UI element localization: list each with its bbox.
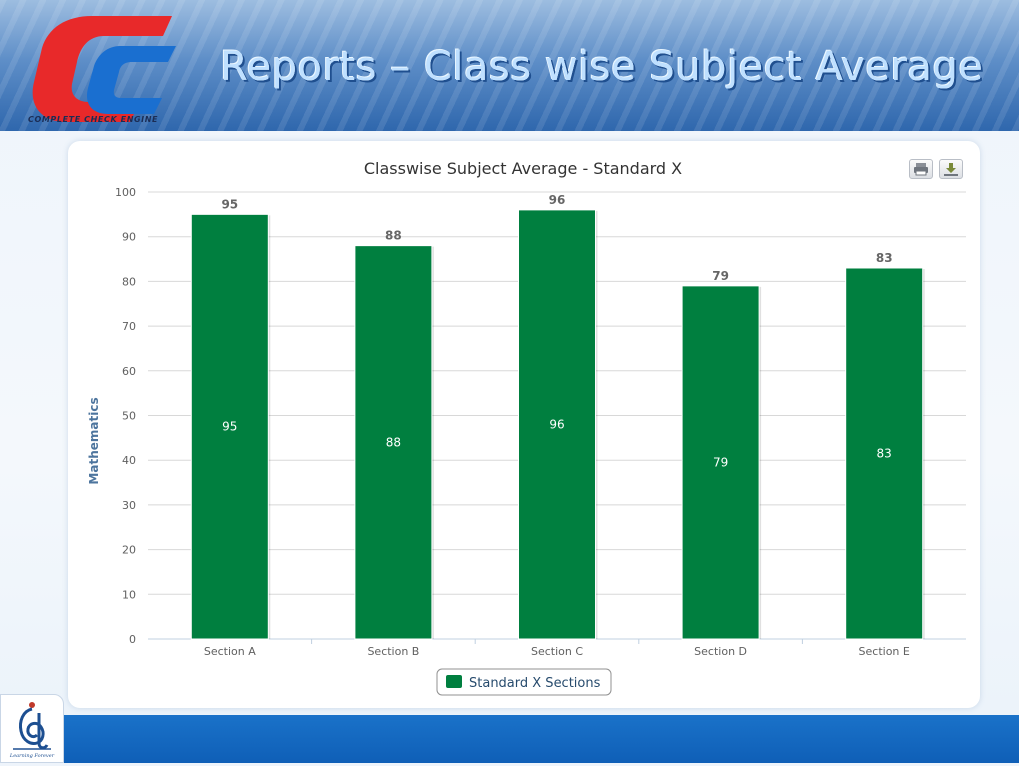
bar-value-label-inside: 88 xyxy=(386,435,401,449)
chart-container: Classwise Subject Average - Standard X M… xyxy=(68,141,980,708)
bar[interactable] xyxy=(681,285,760,640)
bar[interactable] xyxy=(190,213,269,640)
y-tick-label: 60 xyxy=(122,365,136,378)
x-tick-label: Section D xyxy=(694,645,747,658)
y-axis-title: Mathematics xyxy=(87,397,101,484)
y-tick-label: 0 xyxy=(129,633,136,646)
bar-value-label-inside: 95 xyxy=(222,420,237,434)
bar-value-label-top: 95 xyxy=(221,197,238,211)
x-tick-label: Section A xyxy=(204,645,256,658)
x-tick-label: Section C xyxy=(531,645,583,658)
x-tick-label: Section B xyxy=(367,645,419,658)
y-tick-label: 90 xyxy=(122,231,136,244)
bar[interactable] xyxy=(845,267,924,640)
header-banner: COMPLETE CHECK ENGINE Reports – Class wi… xyxy=(0,0,1019,131)
y-tick-label: 10 xyxy=(122,588,136,601)
bar-value-label-top: 83 xyxy=(876,251,893,265)
slide-title: Reports – Class wise Subject Average xyxy=(220,44,984,90)
y-tick-label: 20 xyxy=(122,544,136,557)
y-tick-label: 70 xyxy=(122,320,136,333)
footer-logo-caption: Learning Forever xyxy=(9,753,55,759)
bar[interactable] xyxy=(354,245,433,640)
y-tick-label: 80 xyxy=(122,275,136,288)
y-tick-label: 40 xyxy=(122,454,136,467)
legend[interactable]: Standard X Sections xyxy=(436,668,612,696)
bar-chart: Classwise Subject Average - Standard X M… xyxy=(87,159,966,696)
x-axis-ticks: Section A Section B Section C Section D Sect… xyxy=(204,639,910,658)
download-icon xyxy=(944,163,958,176)
learning-logo-icon: Learning Forever xyxy=(9,702,55,759)
y-tick-label: 30 xyxy=(122,499,136,512)
y-axis-ticks: 0 10 20 30 40 50 60 70 80 90 100 xyxy=(115,186,136,646)
y-tick-label: 100 xyxy=(115,186,136,199)
bar-value-label-inside: 83 xyxy=(877,446,892,460)
footer-bar xyxy=(0,715,1019,763)
bar-value-label-top: 79 xyxy=(712,269,729,283)
bar-value-label-top: 96 xyxy=(549,193,566,207)
print-button[interactable] xyxy=(909,159,933,179)
logo-tagline: COMPLETE CHECK ENGINE xyxy=(28,115,159,124)
legend-label: Standard X Sections xyxy=(469,676,601,691)
logo-icon xyxy=(32,16,176,122)
download-button[interactable] xyxy=(939,159,963,179)
bar-value-label-top: 88 xyxy=(385,229,402,243)
chart-title: Classwise Subject Average - Standard X xyxy=(364,159,682,178)
y-tick-label: 50 xyxy=(122,410,136,423)
bar-value-label-inside: 79 xyxy=(713,455,728,469)
x-tick-label: Section E xyxy=(859,645,910,658)
bars: 95 95 88 88 96 96 79 79 83 83 xyxy=(190,193,925,640)
footer-logo: Learning Forever xyxy=(0,694,64,763)
legend-swatch xyxy=(446,675,462,688)
bar[interactable] xyxy=(518,209,596,640)
bar-value-label-inside: 96 xyxy=(549,417,564,431)
printer-icon xyxy=(914,163,928,176)
